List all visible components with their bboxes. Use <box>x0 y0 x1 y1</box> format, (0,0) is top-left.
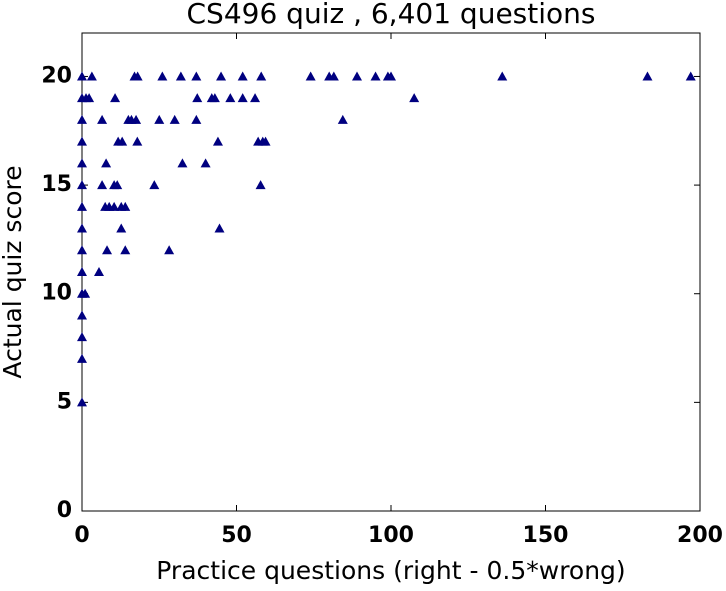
scatter-point <box>177 158 188 168</box>
scatter-point <box>149 180 160 190</box>
scatter-point <box>191 71 202 81</box>
scatter-point <box>386 71 396 81</box>
scatter-point <box>77 180 87 190</box>
scatter-point <box>132 136 143 146</box>
scatter-point <box>497 71 508 81</box>
scatter-point <box>192 93 203 103</box>
chart-title: CS496 quiz , 6,401 questions <box>187 0 596 30</box>
scatter-point <box>642 71 653 81</box>
scatter-point <box>112 180 123 190</box>
y-tick-label: 15 <box>41 172 72 197</box>
y-tick-label: 5 <box>57 389 72 414</box>
scatter-point <box>116 223 127 233</box>
scatter-point <box>212 136 223 146</box>
x-tick-label: 150 <box>523 523 569 548</box>
scatter-point <box>86 71 97 81</box>
scatter-point <box>685 71 696 81</box>
scatter-point <box>305 71 316 81</box>
x-tick-label: 0 <box>74 523 89 548</box>
y-tick-label: 0 <box>57 498 72 523</box>
scatter-point <box>164 245 175 255</box>
scatter-point <box>77 397 87 407</box>
scatter-point <box>216 71 227 81</box>
scatter-point <box>77 267 87 276</box>
scatter-point <box>225 93 236 103</box>
scatter-point <box>109 201 120 211</box>
scatter-point <box>175 71 186 81</box>
scatter-point <box>117 136 128 146</box>
scatter-point <box>157 71 168 81</box>
scatter-point <box>209 93 220 103</box>
scatter-point <box>237 71 248 81</box>
scatter-point <box>250 93 261 103</box>
scatter-point <box>110 93 121 103</box>
scatter-point <box>101 158 112 168</box>
scatter-point <box>120 201 131 211</box>
scatter-point <box>84 93 95 103</box>
scatter-point <box>255 180 266 190</box>
scatter-point <box>370 71 381 81</box>
scatter-point <box>337 114 348 124</box>
y-tick-label: 20 <box>41 63 72 88</box>
scatter-point <box>102 245 113 255</box>
y-tick-label: 10 <box>41 281 72 306</box>
scatter-point <box>80 288 91 298</box>
scatter-point <box>77 136 87 146</box>
scatter-point <box>77 332 87 342</box>
scatter-point <box>77 353 87 363</box>
scatter-point <box>77 310 87 320</box>
scatter-point <box>77 245 87 255</box>
x-tick-label: 100 <box>368 523 414 548</box>
scatter-point <box>409 93 420 103</box>
scatter-point <box>97 180 108 190</box>
x-tick-label: 200 <box>677 523 723 548</box>
scatter-point <box>93 267 104 276</box>
scatter-point <box>214 223 225 233</box>
scatter-point <box>352 71 363 81</box>
scatter-point <box>77 223 87 233</box>
scatter-point <box>237 93 248 103</box>
x-tick-label: 50 <box>221 523 252 548</box>
scatter-point <box>77 114 87 124</box>
scatter-point <box>132 71 143 81</box>
scatter-point <box>191 114 202 124</box>
x-axis-label: Practice questions (right - 0.5*wrong) <box>156 556 625 585</box>
scatter-point <box>77 201 87 211</box>
scatter-point <box>77 71 87 81</box>
y-axis-label: Actual quiz score <box>0 165 27 378</box>
scatter-point <box>131 114 142 124</box>
scatter-point <box>328 71 339 81</box>
scatter-point <box>154 114 165 124</box>
scatter-point <box>200 158 211 168</box>
scatter-point <box>77 158 87 168</box>
scatter-point <box>120 245 131 255</box>
plot-frame <box>81 32 701 512</box>
scatter-point <box>260 136 271 146</box>
scatter-point <box>169 114 180 124</box>
scatter-point <box>97 114 108 124</box>
scatter-point <box>256 71 267 81</box>
